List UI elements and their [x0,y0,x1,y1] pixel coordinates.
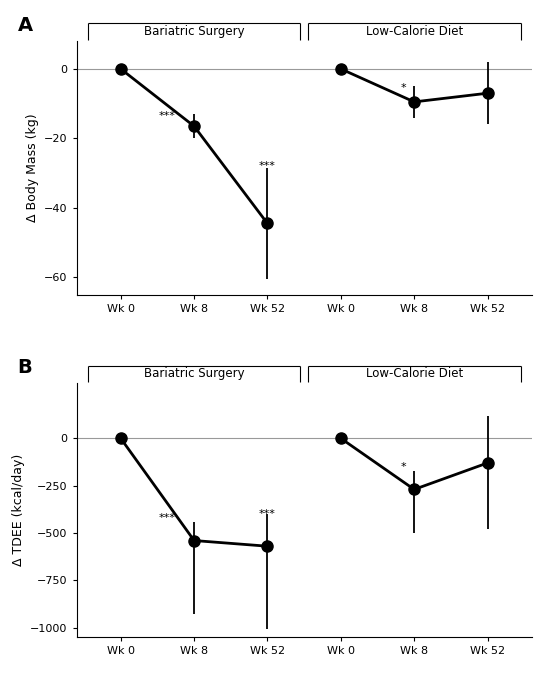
Text: A: A [18,16,33,35]
Text: B: B [18,358,32,377]
Text: ***: *** [259,161,276,171]
Text: ***: *** [159,513,176,523]
Text: Bariatric Surgery: Bariatric Surgery [144,367,244,380]
Y-axis label: Δ TDEE (kcal/day): Δ TDEE (kcal/day) [12,454,25,566]
Text: ***: *** [159,111,176,121]
Text: Low-Calorie Diet: Low-Calorie Diet [366,367,463,380]
Text: Low-Calorie Diet: Low-Calorie Diet [366,25,463,38]
Text: *: * [401,83,406,93]
Text: Bariatric Surgery: Bariatric Surgery [144,25,244,38]
Text: ***: *** [259,509,276,519]
Text: *: * [401,462,406,472]
Y-axis label: Δ Body Mass (kg): Δ Body Mass (kg) [26,114,39,222]
